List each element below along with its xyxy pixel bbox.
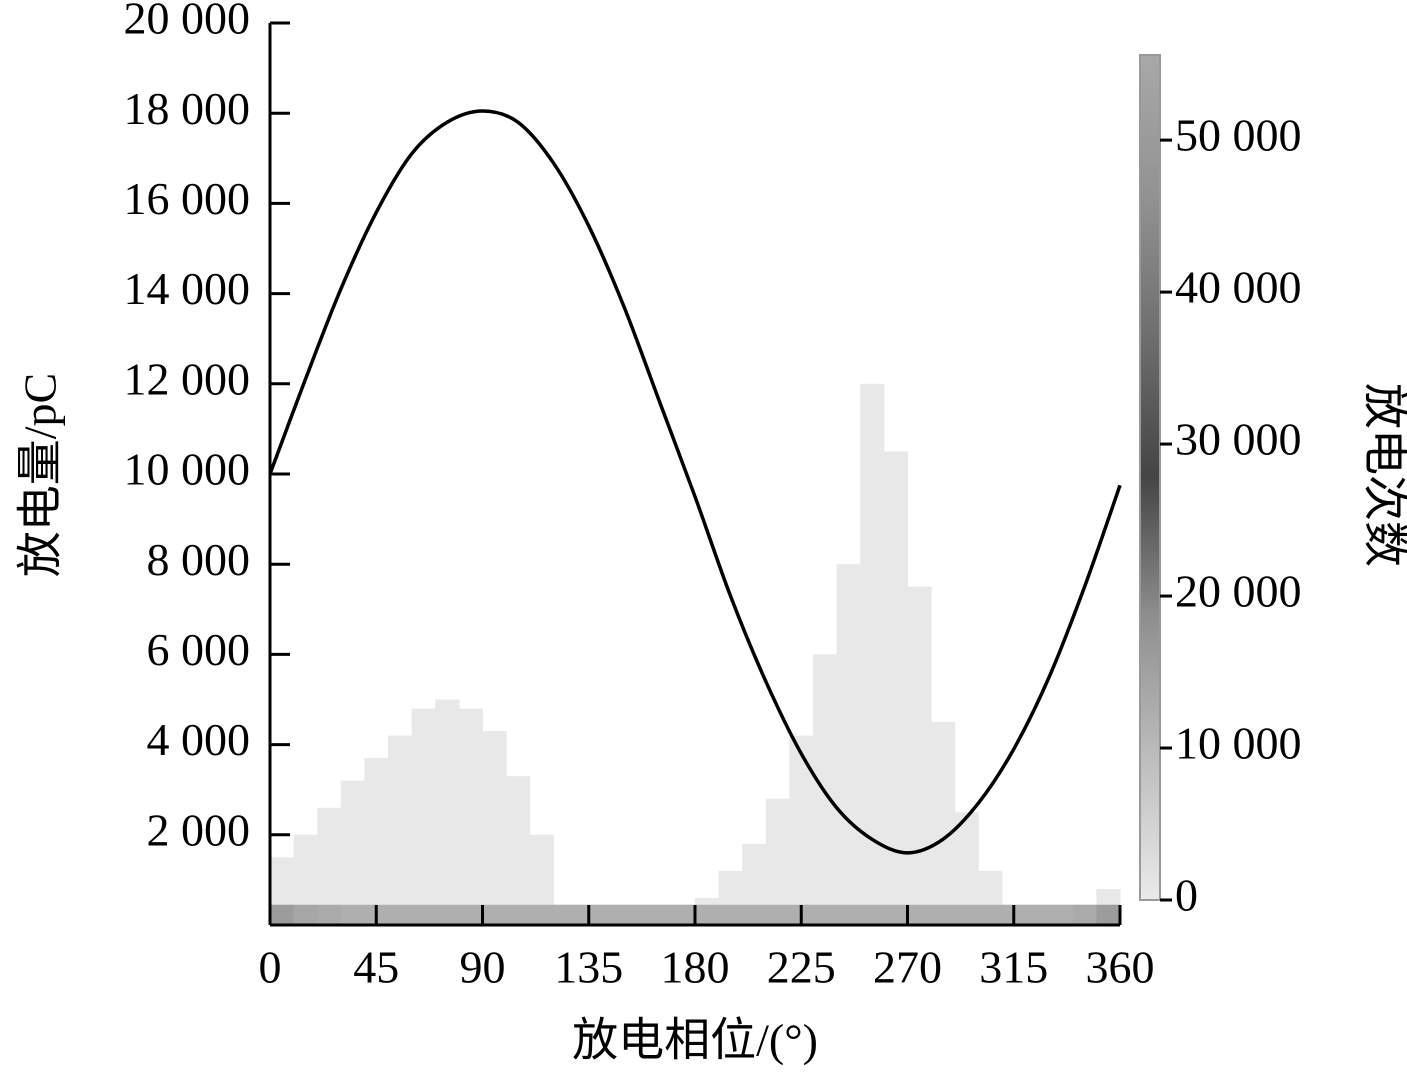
- discharge-cell: [270, 857, 295, 905]
- discharge-cell: [860, 383, 885, 905]
- base-band-cell: [388, 904, 413, 925]
- base-band-cell: [1049, 904, 1074, 925]
- discharge-cell: [364, 758, 389, 905]
- y-tick-label: 20 000: [124, 0, 251, 44]
- y-tick-label: 10 000: [124, 444, 251, 495]
- base-band-cell: [553, 904, 578, 925]
- x-tick-label: 45: [353, 942, 399, 993]
- colorbar-label: 放电次数: [1359, 383, 1407, 567]
- base-band-cell: [458, 904, 483, 925]
- y-tick-label: 18 000: [124, 83, 251, 134]
- discharge-cell: [411, 708, 436, 905]
- colorbar-tick-label: 0: [1175, 870, 1198, 921]
- base-band-cell: [529, 904, 554, 925]
- colorbar-tick-label: 40 000: [1175, 262, 1302, 313]
- base-band-cell: [506, 904, 531, 925]
- discharge-cell: [742, 843, 767, 905]
- x-tick-label: 135: [554, 942, 623, 993]
- base-band-cell: [671, 904, 696, 925]
- voltage-curve: [268, 109, 1122, 855]
- base-band-cell: [1072, 904, 1097, 925]
- colorbar-tick-label: 50 000: [1175, 110, 1302, 161]
- base-band-cell: [647, 904, 672, 925]
- y-tick-label: 16 000: [124, 173, 251, 224]
- x-tick-label: 315: [979, 942, 1048, 993]
- base-band-cell: [883, 904, 908, 925]
- discharge-cell: [317, 807, 342, 905]
- discharge-cell: [458, 708, 483, 905]
- discharge-cell: [718, 870, 743, 905]
- colorbar-tick-label: 30 000: [1175, 414, 1302, 465]
- x-tick-label: 270: [873, 942, 942, 993]
- base-band-cell: [293, 904, 318, 925]
- base-band-cell: [907, 904, 932, 925]
- base-band-cell: [860, 904, 885, 925]
- y-tick-label: 4 000: [147, 714, 251, 765]
- y-tick-label: 8 000: [147, 534, 251, 585]
- base-band-cell: [931, 904, 956, 925]
- base-band-cell: [742, 904, 767, 925]
- base-band-cell: [954, 904, 979, 925]
- base-band-cell: [978, 904, 1003, 925]
- discharge-cell: [435, 699, 460, 905]
- base-band-cell: [340, 904, 365, 925]
- base-band-cell: [411, 904, 436, 925]
- y-axis-label: 放电量/pC: [15, 373, 66, 577]
- x-axis-label: 放电相位/(°): [572, 1015, 818, 1066]
- base-band-cell: [718, 904, 743, 925]
- base-band-cell: [836, 904, 861, 925]
- x-tick-label: 90: [460, 942, 506, 993]
- base-band-cell: [600, 904, 625, 925]
- x-tick-label: 180: [661, 942, 730, 993]
- discharge-cell: [482, 731, 507, 905]
- colorbar-tick-label: 20 000: [1175, 566, 1302, 617]
- colorbar-tick-label: 10 000: [1175, 718, 1302, 769]
- discharge-cell: [1096, 888, 1121, 905]
- discharge-cell: [695, 897, 720, 905]
- x-tick-label: 225: [767, 942, 836, 993]
- base-band-cell: [695, 904, 720, 925]
- discharge-cell: [388, 735, 413, 905]
- base-band-cell: [624, 904, 649, 925]
- discharge-cell: [506, 776, 531, 905]
- base-band-cell: [1025, 904, 1050, 925]
- y-tick-label: 6 000: [147, 624, 251, 675]
- base-band-cell: [813, 904, 838, 925]
- base-band-cell: [482, 904, 507, 925]
- x-tick-label: 360: [1086, 942, 1155, 993]
- base-band-cell: [765, 904, 790, 925]
- discharge-cell: [836, 564, 861, 905]
- y-tick-label: 2 000: [147, 804, 251, 855]
- discharge-cell: [789, 735, 814, 905]
- base-band-cell: [435, 904, 460, 925]
- base-band-cell: [1096, 904, 1121, 925]
- x-tick-label: 0: [259, 942, 282, 993]
- base-band-cell: [317, 904, 342, 925]
- discharge-cell: [978, 870, 1003, 905]
- y-tick-label: 14 000: [124, 263, 251, 314]
- discharge-cell: [931, 722, 956, 905]
- discharge-cell: [883, 451, 908, 905]
- discharge-cell: [907, 586, 932, 905]
- discharge-cell: [765, 798, 790, 905]
- discharge-cell: [529, 834, 554, 905]
- y-tick-label: 12 000: [124, 353, 251, 404]
- discharge-cell: [340, 780, 365, 905]
- discharge-cell: [293, 834, 318, 905]
- base-band-cell: [270, 904, 295, 925]
- colorbar: [1139, 54, 1161, 901]
